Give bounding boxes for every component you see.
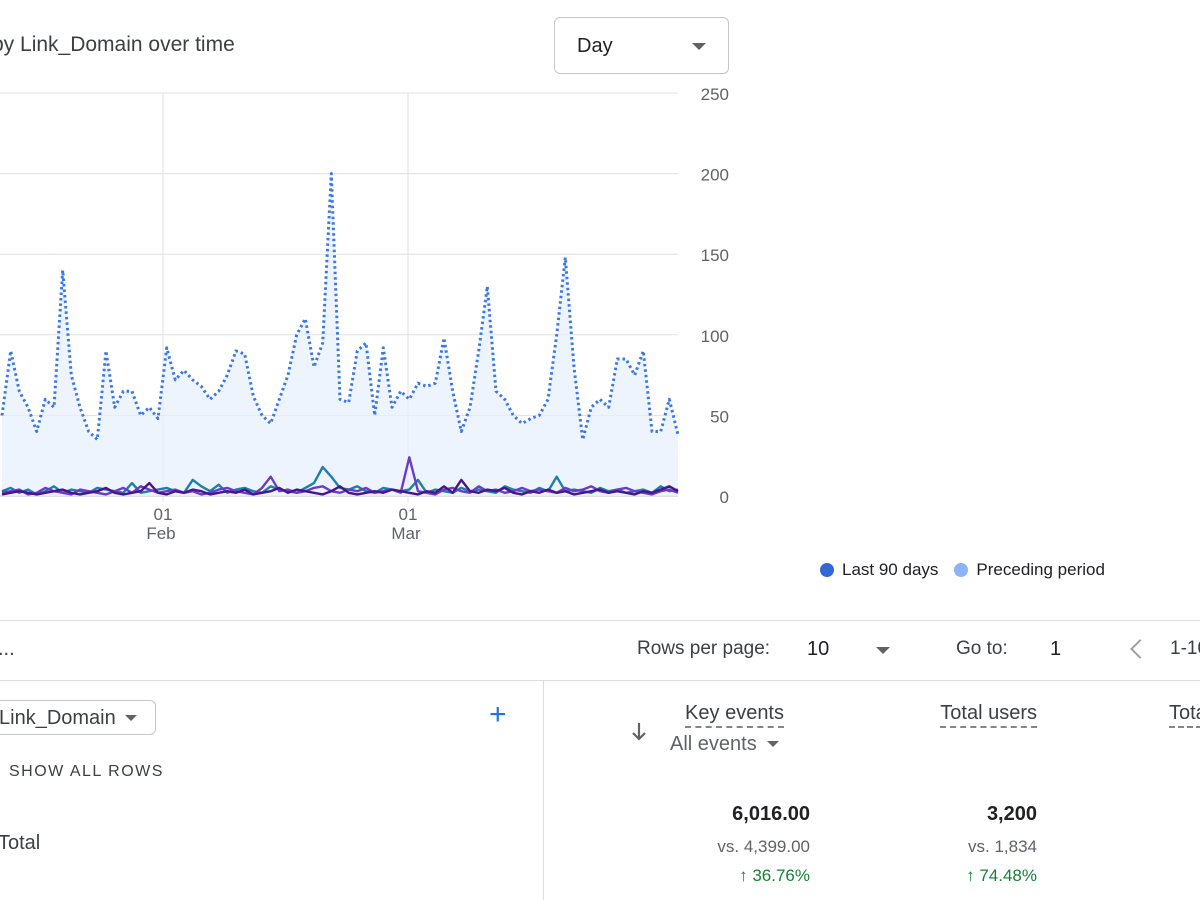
y-tick-label: 0 [720, 488, 729, 507]
series-line-3 [1, 478, 679, 496]
y-tick-label: 150 [701, 246, 729, 265]
change-value: 74.48% [979, 866, 1037, 885]
y-tick-label: 50 [710, 407, 729, 426]
series-area [2, 173, 678, 496]
y-tick-label: 250 [701, 85, 729, 104]
legend-dot-icon [820, 563, 834, 577]
series-line-2 [1, 456, 679, 496]
goto-input[interactable]: 1 [1050, 638, 1062, 660]
show-all-rows-button[interactable]: SHOW ALL ROWS [9, 763, 164, 780]
total-row-label: Total [0, 832, 41, 854]
granularity-dropdown[interactable]: Day [554, 17, 729, 74]
legend-label: Last 90 days [842, 560, 939, 579]
dimension-dropdown[interactable]: Link_Domain [0, 700, 156, 735]
event-filter-dropdown[interactable]: All events [670, 733, 779, 756]
chart-legend: Last 90 days Preceding period [820, 560, 1121, 580]
granularity-value: Day [577, 35, 613, 57]
y-tick-label: 200 [701, 166, 729, 185]
x-tick-day: 01 [154, 505, 173, 524]
chevron-down-icon [766, 741, 779, 747]
column-header-key-events[interactable]: Key events [685, 702, 784, 728]
total-users-value: 3,200 [986, 803, 1037, 825]
dropdown-caret-icon [692, 43, 706, 50]
total-users-comparison: vs. 1,834 [968, 837, 1037, 856]
rows-per-page-select[interactable]: 10 [807, 638, 830, 660]
x-tick-month: Feb [146, 524, 175, 543]
legend-item-last-90-days[interactable]: Last 90 days [820, 560, 938, 580]
change-value: 36.76% [752, 866, 810, 885]
series-line-0 [0, 172, 680, 442]
total-users-change: ↑ 74.48% [966, 866, 1037, 886]
legend-dot-icon [954, 563, 969, 577]
pager-ellipsis: ... [0, 638, 15, 660]
add-dimension-button[interactable]: + [489, 698, 507, 731]
column-divider [543, 681, 544, 900]
legend-item-preceding-period[interactable]: Preceding period [954, 560, 1105, 580]
dimension-value: Link_Domain [0, 707, 116, 729]
event-filter-value: All events [670, 733, 757, 755]
rows-per-page-label: Rows per page: [637, 638, 771, 659]
column-header-total-users[interactable]: Total users [940, 702, 1037, 728]
divider [0, 680, 1200, 681]
divider [0, 620, 1200, 621]
page-range-label: 1-10 [1170, 638, 1200, 659]
total-key-events: 6,016.00 [732, 803, 810, 825]
column-header-total[interactable]: Total [1169, 702, 1200, 728]
goto-label: Go to: [956, 638, 1008, 659]
sort-descending-icon[interactable] [629, 720, 649, 744]
chevron-down-icon [125, 715, 137, 721]
total-key-events-comparison: vs. 4,399.00 [717, 837, 810, 856]
arrow-up-icon: ↑ [966, 866, 975, 885]
chevron-left-icon[interactable] [1130, 639, 1150, 659]
rows-per-page-caret-icon[interactable] [876, 647, 890, 654]
total-key-events-change: ↑ 36.76% [739, 866, 810, 886]
x-tick-day: 01 [399, 505, 418, 524]
x-tick-month: Mar [391, 524, 421, 543]
arrow-up-icon: ↑ [739, 866, 748, 885]
y-tick-label: 100 [701, 327, 729, 346]
chart-title: by Link_Domain over time [0, 33, 235, 56]
legend-label: Preceding period [976, 560, 1105, 579]
